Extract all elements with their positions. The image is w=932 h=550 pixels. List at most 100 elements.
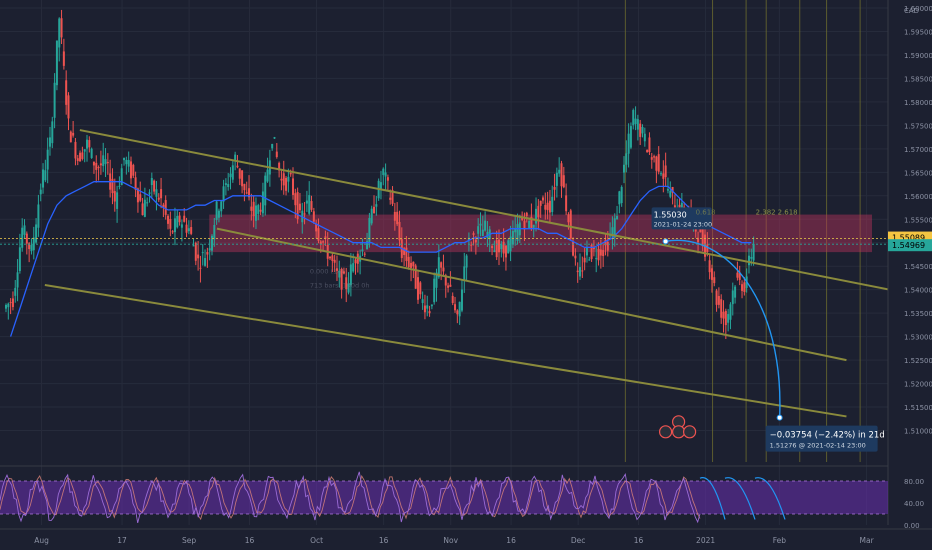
- candle-body: [504, 245, 507, 258]
- candle-body: [734, 286, 737, 298]
- candle-body: [345, 277, 348, 290]
- candle-body: [532, 224, 535, 228]
- candle-body: [664, 165, 667, 178]
- target-label: 1.51276 @ 2021-02-14 23:00: [770, 442, 866, 450]
- candle-body: [125, 159, 128, 165]
- x-tick-label: 16: [379, 536, 389, 545]
- candle-body: [292, 178, 295, 195]
- candle-body: [743, 282, 746, 292]
- candle-body: [569, 210, 572, 239]
- y-tick-label: 1.54000: [904, 287, 932, 295]
- candle-body: [741, 284, 744, 291]
- candle-body: [474, 239, 477, 243]
- fib-label: 2.618: [778, 208, 798, 216]
- candle-body: [747, 255, 750, 266]
- candle-body: [9, 302, 12, 304]
- candle-body: [129, 161, 132, 179]
- candle-body: [386, 177, 389, 181]
- candle-body: [354, 259, 357, 264]
- candle-body: [472, 233, 475, 235]
- candle-body: [289, 172, 292, 175]
- candle-body: [507, 240, 510, 254]
- candle-body: [752, 243, 755, 261]
- candle-body: [201, 252, 204, 254]
- candle-body: [551, 196, 554, 213]
- candle-body: [627, 133, 630, 154]
- candle-body: [35, 224, 38, 243]
- y-tick-label: 1.53500: [904, 310, 932, 318]
- candle-body: [30, 244, 33, 252]
- candle-body: [352, 263, 355, 272]
- candle-body: [581, 270, 584, 272]
- candle-body: [99, 163, 102, 166]
- candle-body: [428, 311, 431, 314]
- candle-body: [521, 216, 524, 220]
- pivot-time-label: 2021-01-24 23:00: [654, 220, 713, 228]
- y-tick-label: 1.54500: [904, 263, 932, 271]
- candle-body: [278, 162, 281, 171]
- candle-body: [498, 239, 501, 253]
- candle-body: [275, 151, 278, 158]
- candle-body: [592, 247, 595, 250]
- candle-body: [423, 305, 426, 313]
- candle-body: [136, 188, 139, 203]
- candle-body: [660, 173, 663, 175]
- candle-body: [616, 216, 619, 220]
- candle-body: [14, 287, 17, 296]
- candle-body: [463, 266, 466, 281]
- candle-body: [264, 175, 267, 206]
- channel-line: [44, 284, 847, 418]
- candle-body: [727, 314, 730, 323]
- candle-body: [398, 221, 401, 241]
- candle-body: [544, 204, 547, 210]
- candle-body: [250, 206, 253, 211]
- candle-body: [595, 258, 598, 260]
- candle-body: [706, 244, 709, 252]
- event-icon: [682, 425, 697, 439]
- oscillator-projection: [699, 477, 726, 520]
- candle-body: [95, 162, 98, 170]
- candle-body: [335, 268, 338, 271]
- y-tick-label: 1.53000: [904, 334, 932, 342]
- candle-body: [164, 200, 167, 215]
- oscillator-tick-label: 0.00: [904, 522, 920, 530]
- candle-body: [454, 304, 457, 311]
- candle-body: [155, 189, 158, 197]
- x-tick-label: Feb: [773, 536, 787, 545]
- candle-body: [384, 172, 387, 177]
- candle-body: [442, 267, 445, 272]
- candle-body: [646, 149, 649, 153]
- candle-body: [604, 239, 607, 246]
- x-tick-label: Dec: [571, 536, 586, 545]
- channel-line: [216, 227, 847, 362]
- candle-body: [567, 214, 570, 223]
- candle-body: [296, 192, 299, 220]
- candle-body: [79, 152, 82, 162]
- candle-body: [88, 140, 91, 148]
- candle-body: [437, 257, 440, 278]
- candle-body: [715, 290, 718, 305]
- candle-body: [180, 224, 183, 228]
- candle-body: [511, 230, 514, 245]
- candle-body: [426, 305, 429, 309]
- oscillator-signal-line: [0, 474, 701, 521]
- candle-body: [655, 156, 658, 171]
- candle-body: [69, 131, 72, 143]
- candle-body: [132, 164, 135, 176]
- candle-body: [632, 110, 635, 126]
- x-tick-label: Aug: [34, 536, 49, 545]
- candle-body: [148, 192, 151, 194]
- candle-body: [625, 153, 628, 165]
- candle-body: [433, 278, 436, 303]
- candle-body: [444, 275, 447, 286]
- candle-body: [720, 299, 723, 318]
- candle-body: [562, 175, 565, 188]
- candle-body: [558, 169, 561, 174]
- y-tick-label: 1.55500: [904, 216, 932, 224]
- candle-body: [722, 311, 725, 319]
- candle-body: [493, 250, 496, 252]
- candle-body: [231, 165, 234, 180]
- candle-body: [370, 208, 373, 224]
- candle-body: [25, 233, 28, 244]
